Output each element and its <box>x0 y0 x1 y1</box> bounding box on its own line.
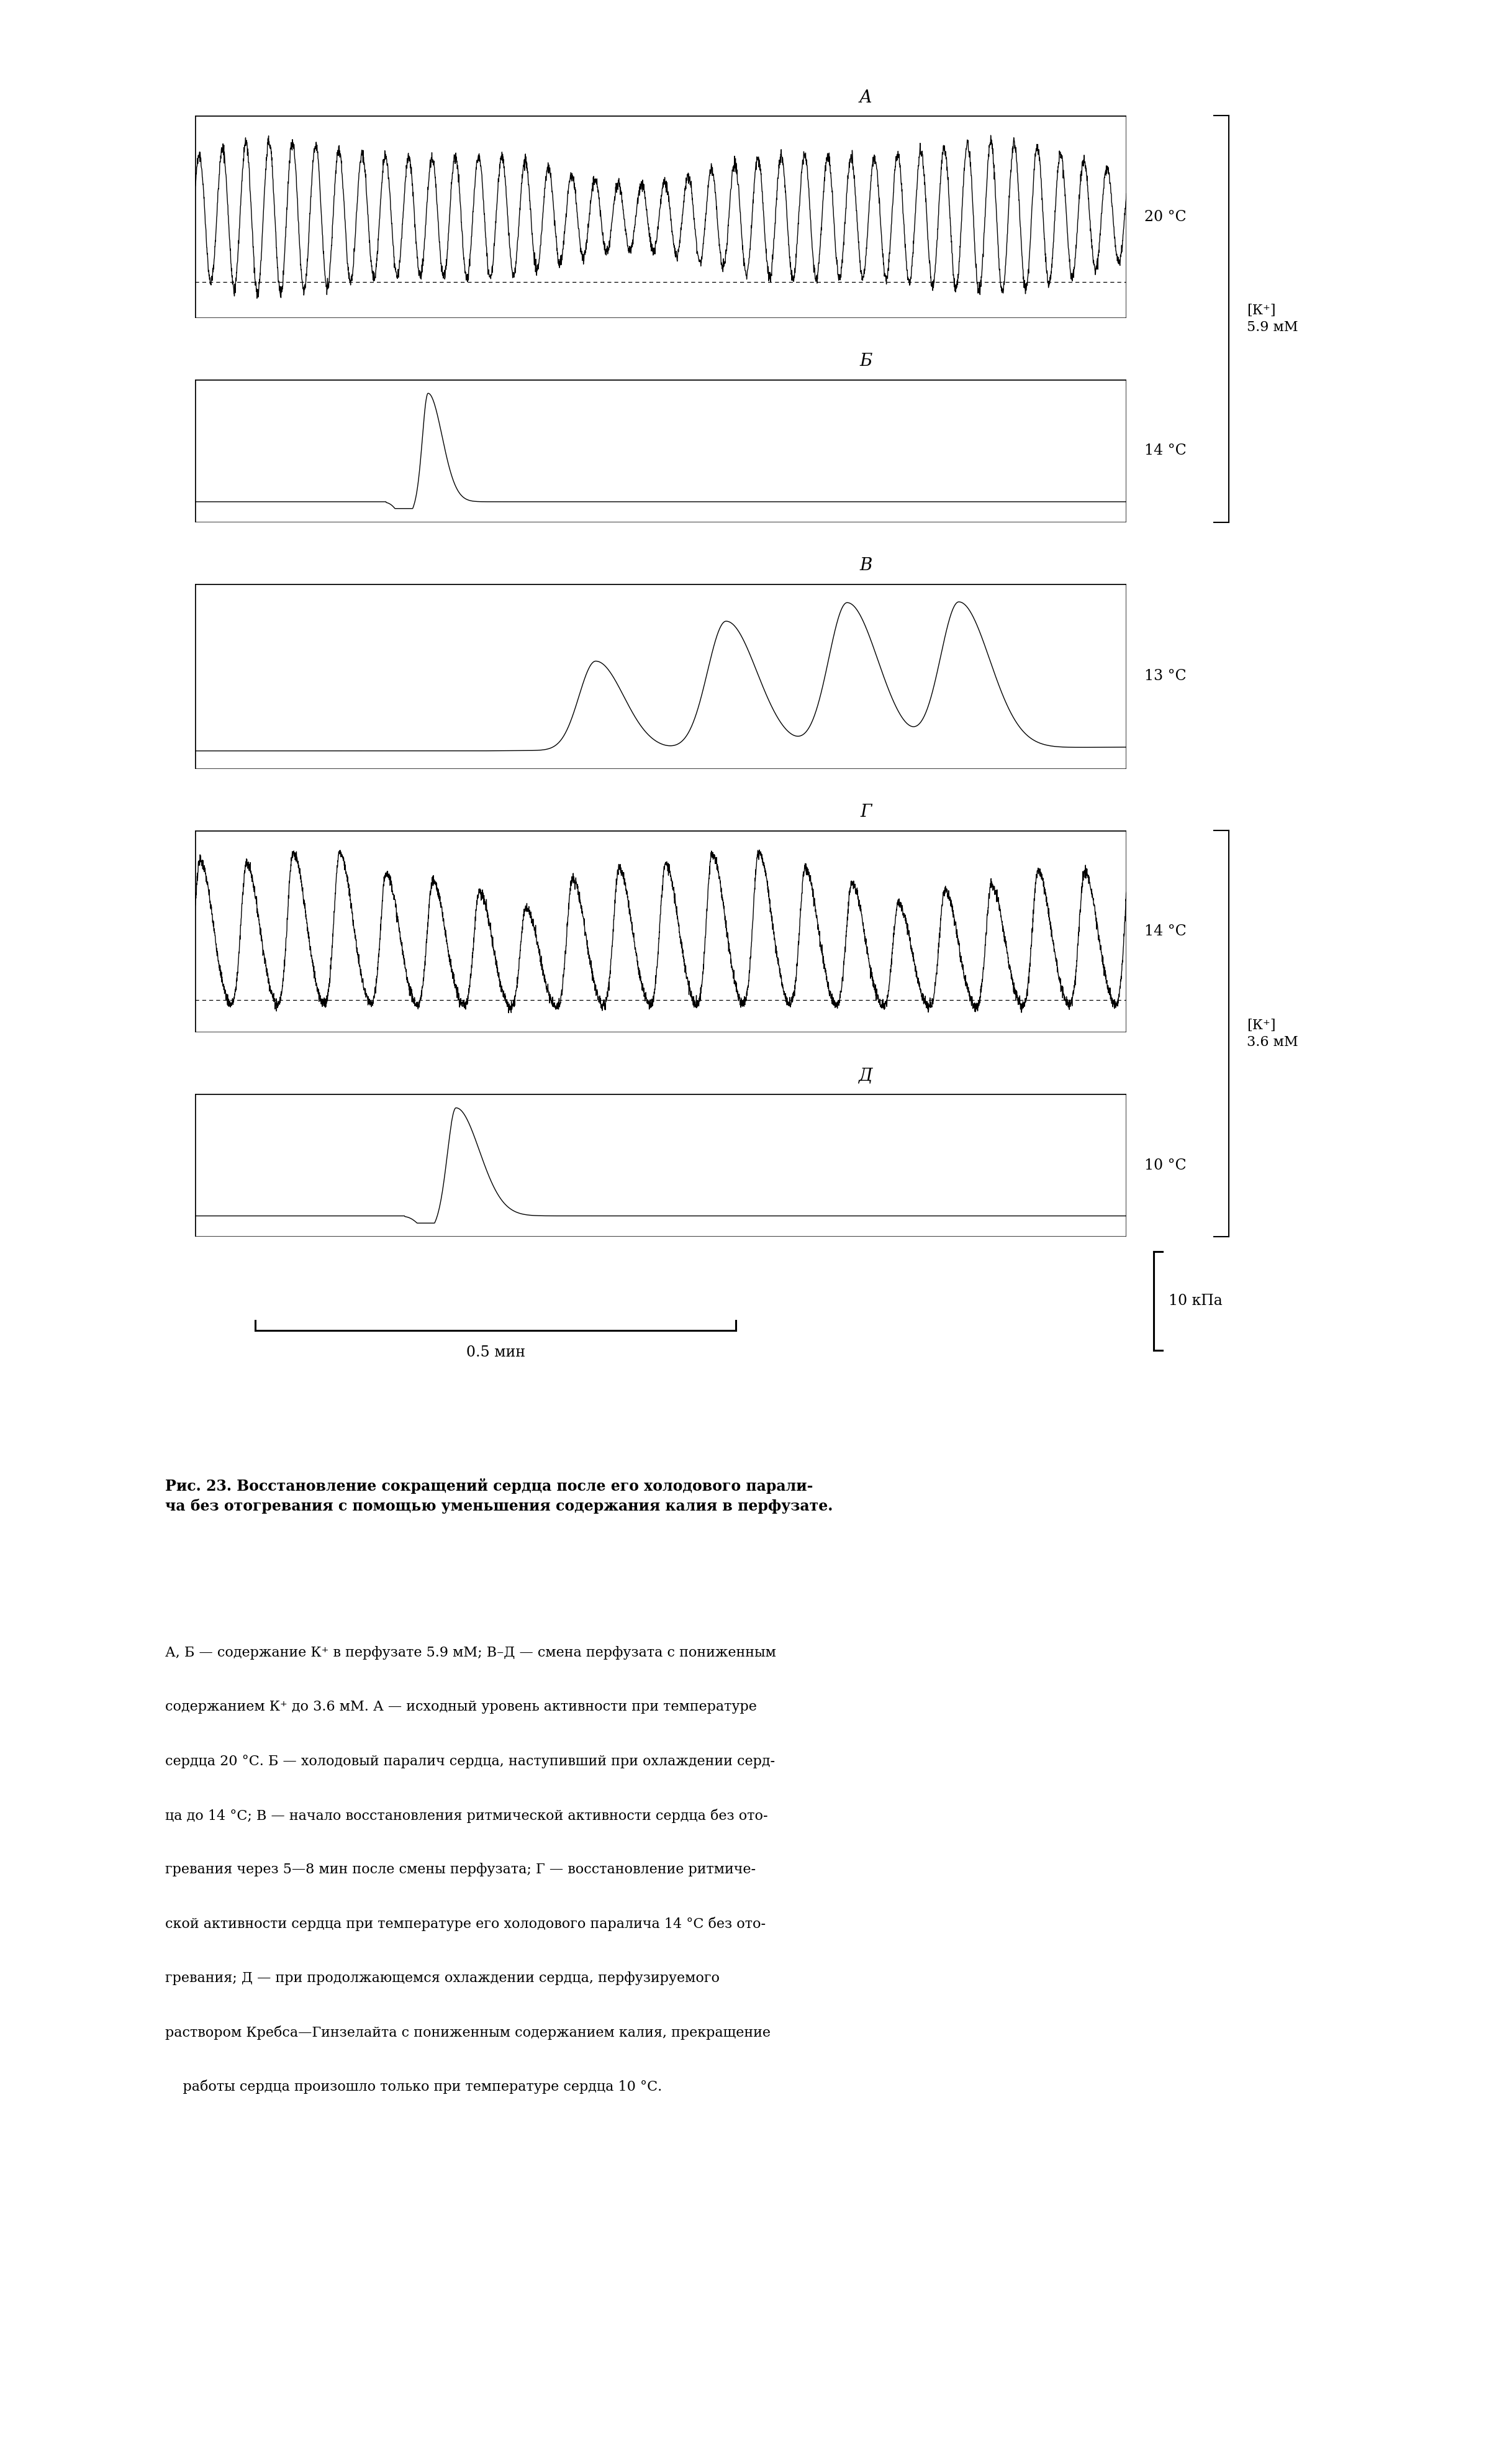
Text: 10 кПа: 10 кПа <box>1169 1294 1223 1308</box>
Text: 13 °С: 13 °С <box>1145 670 1187 683</box>
Text: [К⁺]
5.9 мМ: [К⁺] 5.9 мМ <box>1247 303 1298 335</box>
Text: 20 °С: 20 °С <box>1145 209 1187 224</box>
Text: Рис. 23. Восстановление сокращений сердца после его холодового парали-
ча без от: Рис. 23. Восстановление сокращений сердц… <box>165 1478 834 1513</box>
Text: Д: Д <box>859 1067 873 1084</box>
Text: сердца 20 °С. Б — холодовый паралич сердца, наступивший при охлаждении серд-: сердца 20 °С. Б — холодовый паралич серд… <box>165 1754 775 1769</box>
Text: 14 °С: 14 °С <box>1145 924 1187 939</box>
Text: ца до 14 °С; В — начало восстановления ритмической активности сердца без ото-: ца до 14 °С; В — начало восстановления р… <box>165 1809 768 1823</box>
Text: Б: Б <box>859 352 873 370</box>
Text: содержанием К⁺ до 3.6 мМ. А — исходный уровень активности при температуре: содержанием К⁺ до 3.6 мМ. А — исходный у… <box>165 1700 757 1715</box>
Text: работы сердца произошло только при температуре сердца 10 °С.: работы сердца произошло только при темпе… <box>165 2080 662 2094</box>
Text: А: А <box>859 89 873 106</box>
Text: [К⁺]
3.6 мМ: [К⁺] 3.6 мМ <box>1247 1018 1298 1050</box>
Text: гревания через 5—8 мин после смены перфузата; Г — восстановление ритмиче-: гревания через 5—8 мин после смены перфу… <box>165 1863 756 1878</box>
Text: 0.5 мин: 0.5 мин <box>466 1345 526 1360</box>
Text: 10 °С: 10 °С <box>1145 1158 1187 1173</box>
Text: раствором Кребса—Гинзелайта с пониженным содержанием калия, прекращение: раствором Кребса—Гинзелайта с пониженным… <box>165 2025 771 2040</box>
Text: А, Б — содержание К⁺ в перфузате 5.9 мМ; В–Д — смена перфузата с пониженным: А, Б — содержание К⁺ в перфузате 5.9 мМ;… <box>165 1646 777 1661</box>
Text: Г: Г <box>861 803 871 821</box>
Text: В: В <box>859 557 873 574</box>
Text: ской активности сердца при температуре его холодового паралича 14 °С без ото-: ской активности сердца при температуре е… <box>165 1917 766 1932</box>
Text: 14 °С: 14 °С <box>1145 444 1187 458</box>
Text: гревания; Д — при продолжающемся охлаждении сердца, перфузируемого: гревания; Д — при продолжающемся охлажде… <box>165 1971 719 1986</box>
